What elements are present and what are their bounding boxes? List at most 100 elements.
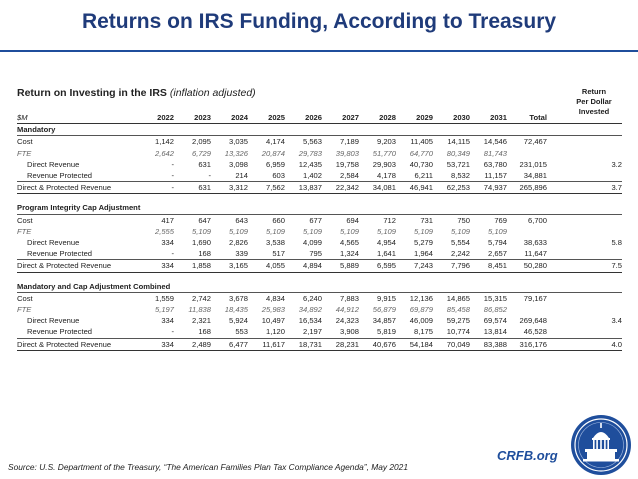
table-cell: 74,937 xyxy=(470,181,507,195)
section-header-row: Program Integrity Cap Adjustment xyxy=(17,202,622,215)
table-cell: 265,896 xyxy=(507,181,547,195)
table-cell: 79,167 xyxy=(523,293,547,303)
table-cell: 7,796 xyxy=(433,259,470,273)
table-cell: 12,435 xyxy=(298,159,322,169)
year-header: 2024 xyxy=(231,113,248,122)
table-cell xyxy=(507,226,547,237)
table-cell: 6,959 xyxy=(265,159,285,169)
table-cell: 34,081 xyxy=(359,181,396,195)
return-per-dollar-cell: 7.5 xyxy=(547,259,622,273)
table-cell: 5,109 xyxy=(191,226,211,236)
row-label: FTE xyxy=(17,226,32,236)
return-per-dollar-cell: 3.2 xyxy=(611,159,622,169)
table-cell: 46,009 xyxy=(409,316,433,326)
table-cell: 643 xyxy=(235,215,248,225)
table-cell: 417 xyxy=(161,215,174,225)
table-cell: 13,814 xyxy=(483,327,507,337)
table-cell: 69,574 xyxy=(483,316,507,326)
row-label: Revenue Protected xyxy=(27,171,93,181)
table-cell: - xyxy=(137,181,174,195)
row-label: Direct Revenue xyxy=(27,316,80,326)
table-cell: 13,837 xyxy=(285,181,322,195)
table-cell: 72,467 xyxy=(523,137,547,147)
table-cell: 2,489 xyxy=(174,337,211,351)
return-header-line: Return xyxy=(581,87,607,96)
table-cell: 269,648 xyxy=(519,316,547,326)
table-cell: 3,678 xyxy=(228,293,248,303)
table-cell: 24,323 xyxy=(335,316,359,326)
table-cell: 5,109 xyxy=(302,226,322,236)
table-cell: 769 xyxy=(494,215,507,225)
table-cell: 214 xyxy=(235,171,248,181)
table-cell: 22,342 xyxy=(322,181,359,195)
table-cell: 6,211 xyxy=(414,171,433,181)
table-cell: 334 xyxy=(137,337,174,351)
year-header: 2025 xyxy=(268,113,285,122)
table-cell: 46,941 xyxy=(396,181,433,195)
table-cell: 11,838 xyxy=(188,305,211,315)
table-cell: 2,584 xyxy=(339,171,359,181)
table-cell: 34,892 xyxy=(298,305,322,315)
table-cell: 51,770 xyxy=(372,148,396,158)
table-cell: 14,115 xyxy=(447,137,470,147)
table-cell: 2,321 xyxy=(191,316,211,326)
table-cell: 4,954 xyxy=(376,238,396,248)
year-header: 2029 xyxy=(416,113,433,122)
return-per-dollar-cell: 3.7 xyxy=(547,181,622,195)
units-header: $M xyxy=(17,113,28,122)
table-row: FTE 2,642 6,729 13,326 20,874 29,783 39,803 51,… xyxy=(17,148,622,159)
year-header: 2023 xyxy=(194,113,211,122)
table-cell: 11,405 xyxy=(410,137,433,147)
table-cell: 1,324 xyxy=(339,249,359,259)
return-per-dollar-cell xyxy=(547,214,622,226)
section-title: Mandatory xyxy=(17,123,622,137)
return-per-dollar-cell: 5.8 xyxy=(611,238,622,248)
row-label: Revenue Protected xyxy=(27,249,93,259)
table-cell xyxy=(507,304,547,315)
table-row: Revenue Protected - 168 339 517 795 1,324 1,641… xyxy=(17,248,622,260)
crfb-url: CRFB.org xyxy=(497,448,558,463)
table-cell: 2,742 xyxy=(191,293,211,303)
year-header: 2028 xyxy=(379,113,396,122)
table-cell: 7,562 xyxy=(248,181,285,195)
table-cell: 18,731 xyxy=(285,337,322,351)
table-cell: 334 xyxy=(161,316,174,326)
row-label: Direct & Protected Revenue xyxy=(17,181,137,195)
year-header: 2030 xyxy=(453,113,470,122)
table-cell: 11,617 xyxy=(248,337,285,351)
table-cell: 5,819 xyxy=(376,327,396,337)
table-row: Direct Revenue - 631 3,098 6,959 12,435 19,758… xyxy=(17,159,622,170)
return-per-dollar-cell xyxy=(547,292,622,304)
table-cell: 731 xyxy=(420,215,433,225)
table-cell: 4,178 xyxy=(376,171,396,181)
table-cell: 86,852 xyxy=(483,305,507,315)
row-label: Cost xyxy=(17,215,33,225)
table-cell: 15,315 xyxy=(483,293,507,303)
table-cell: 59,275 xyxy=(446,316,470,326)
table-cell: 6,595 xyxy=(359,259,396,273)
table-cell: 2,826 xyxy=(228,238,248,248)
table-cell: 7,243 xyxy=(396,259,433,273)
table-cell: 14,546 xyxy=(483,137,507,147)
table-cell: 2,555 xyxy=(154,226,174,236)
table-cell: 5,109 xyxy=(228,226,248,236)
table-cell: 2,657 xyxy=(487,249,507,259)
table-cell: 334 xyxy=(161,238,174,248)
table-cell: 712 xyxy=(383,215,396,225)
section-spacer xyxy=(17,272,622,281)
table-cell: 694 xyxy=(346,215,359,225)
return-per-dollar-cell xyxy=(547,148,622,159)
table-cell: 1,690 xyxy=(191,238,211,248)
table-cell: 5,109 xyxy=(339,226,359,236)
table-cell: - xyxy=(171,159,174,169)
table-row: FTE 5,197 11,838 18,435 25,983 34,892 44,912 56… xyxy=(17,304,622,315)
table-cell: 69,879 xyxy=(409,305,433,315)
table-row: FTE 2,555 5,109 5,109 5,109 5,109 5,109 5,109 5,… xyxy=(17,226,622,237)
table-cell: 5,109 xyxy=(487,226,507,236)
section-header-row: Mandatory and Cap Adjustment Combined xyxy=(17,280,622,293)
table-cell: - xyxy=(208,171,211,181)
row-label: Direct Revenue xyxy=(27,238,80,248)
table-cell: 64,770 xyxy=(409,148,433,158)
table-cell: 5,794 xyxy=(487,238,507,248)
section-title: Program Integrity Cap Adjustment xyxy=(17,202,622,215)
